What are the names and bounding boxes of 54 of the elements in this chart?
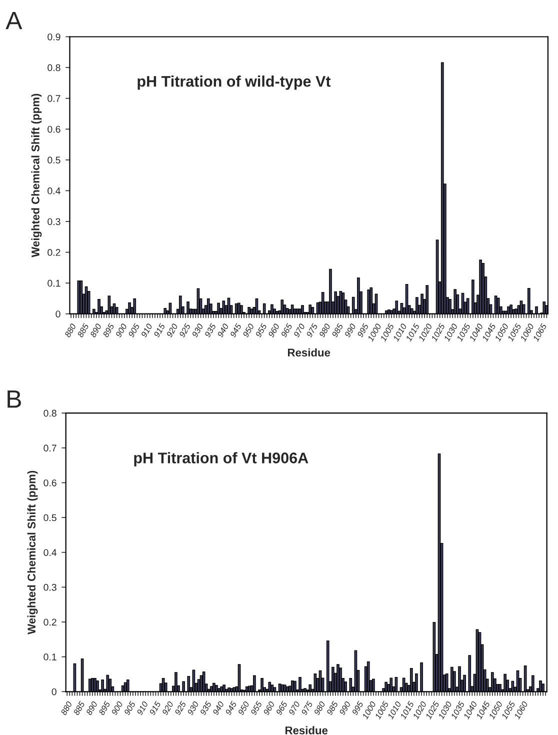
y-tick-label: 0.2 — [44, 618, 56, 626]
x-tick-label: 900 — [115, 323, 128, 338]
x-tick-label: 890 — [86, 700, 98, 716]
y-axis-title: Weighted Chemical Shift (ppm) — [31, 94, 42, 258]
x-tick-label: 890 — [90, 323, 102, 338]
y-tick-label: 0.3 — [44, 584, 56, 591]
x-tick-label: 960 — [263, 700, 275, 716]
y-tick-label: 0.3 — [48, 218, 60, 226]
y-tick-label: 0.6 — [48, 126, 60, 133]
y-tick-label: 0.9 — [48, 33, 60, 40]
x-tick-label: 995 — [352, 700, 364, 716]
y-tick-label: 0 — [52, 688, 56, 696]
x-tick-label: 950 — [238, 700, 250, 716]
x-tick-label: 910 — [140, 323, 153, 338]
x-tick-label: 970 — [293, 323, 306, 338]
x-tick-label: 990 — [338, 700, 351, 716]
x-tick-label: 980 — [318, 323, 331, 338]
y-tick-label: 0.8 — [48, 64, 60, 72]
x-tick-label: 900 — [111, 700, 124, 716]
text: pH Titration of Vt H906A — [134, 452, 308, 466]
y-tick-label: 0.1 — [44, 654, 56, 660]
y-tick-label: 0.2 — [48, 249, 60, 256]
x-tick-label: 910 — [136, 700, 148, 716]
x-tick-label: 880 — [60, 700, 72, 716]
x-tick-label: 915 — [149, 700, 162, 716]
x-axis-title: Residue — [285, 726, 328, 734]
x-tick-label: 945 — [225, 700, 237, 716]
text: pH Titration of wild-type Vt — [138, 76, 331, 90]
y-tick-label: 0.7 — [44, 444, 56, 452]
x-axis-title: Residue — [288, 348, 330, 357]
y-tick-label: 0.7 — [48, 95, 60, 102]
y-tick-label: 0.4 — [44, 549, 57, 556]
x-tick-label: 970 — [288, 700, 300, 716]
x-tick-label: 920 — [162, 700, 174, 716]
x-tick-label: 880 — [64, 323, 76, 338]
y-tick-label: 0.4 — [48, 187, 60, 194]
y-axis-title: Weighted Chemical Shift (ppm) — [27, 470, 38, 634]
text: A — [6, 12, 22, 30]
x-tick-label: 960 — [268, 323, 280, 338]
x-tick-label: 920 — [166, 323, 178, 338]
x-tick-label: 950 — [242, 323, 254, 338]
x-tick-label: 940 — [212, 700, 224, 716]
x-tick-label: 940 — [217, 323, 229, 338]
y-tick-label: 0.1 — [48, 280, 60, 287]
y-tick-label: 0 — [56, 310, 60, 318]
text: B — [8, 390, 21, 408]
y-tick-label: 0.6 — [44, 479, 56, 486]
x-tick-label: 990 — [344, 323, 356, 338]
y-tick-label: 0.5 — [48, 156, 60, 164]
y-tick-label: 0.5 — [44, 514, 56, 522]
x-tick-label: 930 — [187, 700, 199, 716]
y-tick-label: 0.8 — [44, 410, 56, 417]
x-tick-label: 930 — [192, 323, 204, 338]
x-tick-label: 980 — [314, 700, 326, 716]
